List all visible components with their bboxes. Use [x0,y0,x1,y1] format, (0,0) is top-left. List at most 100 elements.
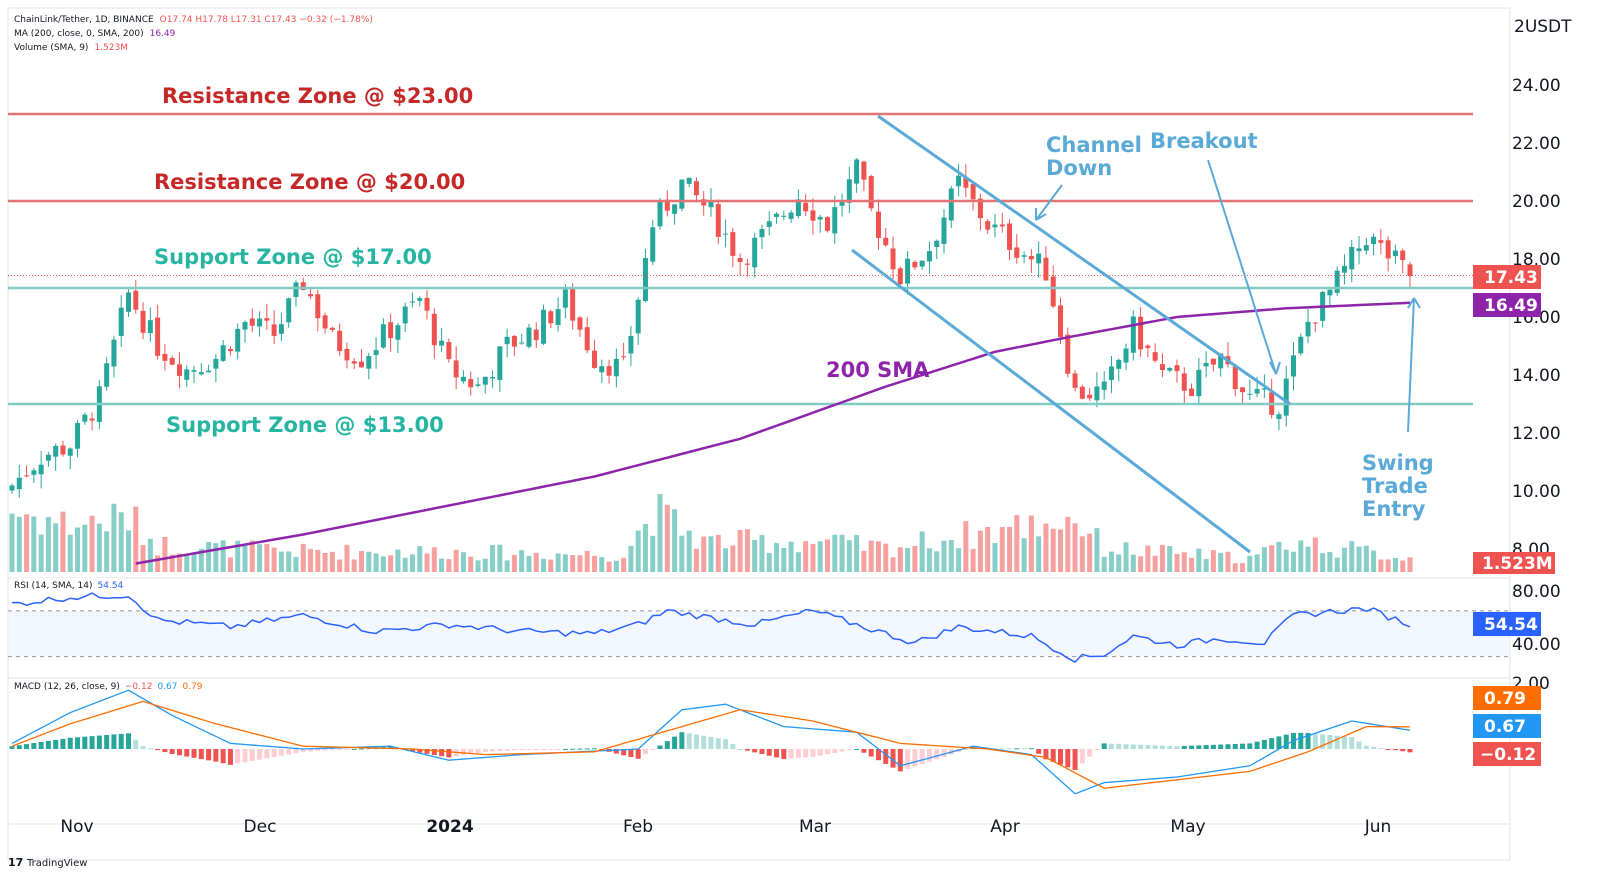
candle-body [38,464,44,475]
candle-body [1159,364,1165,371]
volume-bar [875,541,881,572]
volume-bar [1138,556,1144,572]
macd-hist-bar [460,749,466,756]
macd-hist-bar [803,749,809,758]
volume-bar [380,556,386,572]
volume-bar [701,536,707,572]
candle-body [803,202,809,212]
channel-lower-line[interactable] [851,248,1251,554]
macd-hist-bar [140,746,146,749]
volume-bar [890,557,896,572]
symbol-legend[interactable]: ChainLink/Tether, 1D, BINANCE O17.74 H17.… [14,15,373,25]
candle-body [1312,322,1318,324]
macd-hist-bar [1065,749,1071,768]
candle-body [1079,386,1085,399]
volume-bar [774,542,780,572]
candle-body [934,240,940,248]
candle-body [861,161,867,180]
candle-body [570,286,576,321]
volume-bar [934,551,940,572]
volume-bar [1116,554,1122,572]
candle-body [788,212,794,219]
volume-bar [672,509,678,572]
macd-hist-bar [96,735,102,749]
volume-bar [227,557,233,572]
volume-bar [679,535,685,572]
macd-hist-bar [1116,743,1122,749]
macd-hist-bar [191,749,197,758]
y-tick-label: 12.00 [1512,424,1561,444]
candle-body [890,248,896,270]
candle-body [198,372,204,375]
macd-hist-bar [759,749,765,755]
candle-body [409,301,415,303]
volume-bar [82,524,88,572]
volume-bar [912,545,918,572]
volume-bar [883,543,889,572]
volume-bar [555,553,561,572]
time-axis[interactable] [7,823,1511,861]
macd-hist-bar [1232,743,1238,749]
candle-body [1196,369,1202,397]
volume-bar [1065,516,1071,572]
macd-hist-bar [650,749,656,750]
macd-hist-bar [1407,749,1413,753]
volume-bar [715,534,721,572]
volume-bar [1261,547,1267,572]
candle-body [1261,388,1267,390]
price-axis[interactable]: 24.0022.0020.0018.0016.0014.0012.0010.00… [1512,76,1561,560]
candle-body [329,327,335,330]
candle-body [1152,352,1158,361]
macd-hist-bar [176,749,182,756]
macd-hist-bar [832,749,838,753]
macd-hist-bar [1123,744,1129,749]
candle-body [970,183,976,200]
volume-bar [213,543,219,572]
candle-body [737,258,743,262]
candle-body [766,221,772,227]
macd-hist-bar [744,749,750,751]
ma-legend[interactable]: MA (200, close, 0, SMA, 200) 16.49 [14,29,176,39]
volume-bar [315,549,321,572]
volume-bar [1371,550,1377,572]
candle-body [686,177,692,184]
x-tick-label: Mar [799,817,831,837]
candle-body [162,353,168,361]
volume-bar [737,530,743,572]
macd-hist-bar [963,749,969,750]
macd-hist-bar [519,749,525,750]
macd-hist-bar [1130,744,1136,749]
macd-hist-bar [555,749,561,750]
macd-legend[interactable]: MACD (12, 26, close, 9) −0.12 0.67 0.79 [14,682,203,692]
macd-hist-bar [621,749,627,756]
rsi-tag: 54.54 [1473,612,1541,636]
volume-bar [730,545,736,572]
candle-body [111,339,117,367]
rsi-legend[interactable]: RSI (14, SMA, 14) 54.54 [14,581,124,591]
macd-pane[interactable] [7,677,1511,825]
volume-bar [329,551,335,572]
resistance-20-label: Resistance Zone @ $20.00 [154,170,465,194]
volume-bar [344,544,350,572]
volume-bar [1385,559,1391,572]
candle-body [948,188,954,221]
macd-hist-bar [1400,749,1406,752]
candle-body [999,224,1005,227]
volume-legend[interactable]: Volume (SMA, 9) 1.523M [14,43,128,53]
macd-hist-bar [890,749,896,768]
macd-hist-bar [1058,749,1063,765]
macd-hist-bar [322,749,328,751]
macd-hist-bar [1196,745,1202,749]
candle-body [380,324,386,348]
candle-body [424,297,430,311]
macd-hist-bar [9,746,15,749]
macd-hist-bar [213,749,219,762]
candle-body [730,232,736,256]
volume-bar [133,506,139,572]
entry-arrow [1407,297,1421,433]
swing-label-line1: Swing [1362,451,1434,475]
tradingview-logo[interactable]: 17 TradingView [8,856,87,869]
channel-upper-line[interactable] [877,114,1291,406]
macd-hist-bar [1254,741,1260,749]
